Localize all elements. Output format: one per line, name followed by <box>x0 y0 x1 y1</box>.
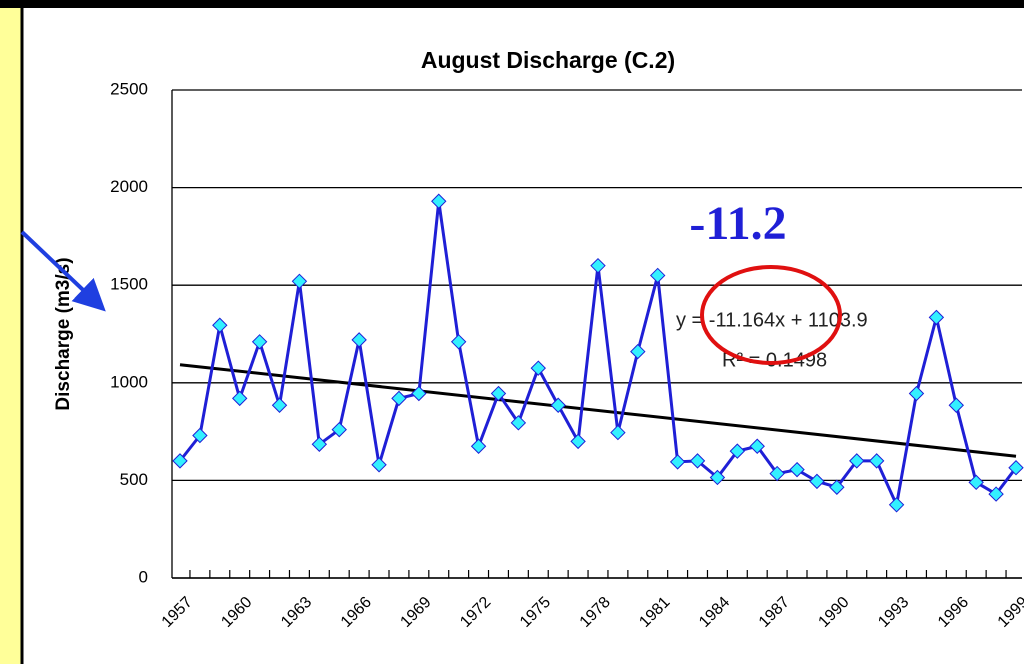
pointer-arrow <box>20 230 106 312</box>
data-point <box>510 415 527 431</box>
y-tick-label: 500 <box>120 470 148 489</box>
data-point <box>391 390 407 407</box>
data-point <box>470 438 487 454</box>
highlight-ellipse <box>700 265 842 365</box>
trend-equation: y = -11.164x + 1103.9 <box>676 309 868 331</box>
annotation: -11.2 <box>689 197 786 250</box>
y-tick-label: 2000 <box>110 177 148 196</box>
data-point <box>729 443 746 459</box>
data-point <box>570 433 586 450</box>
data-point <box>311 436 328 452</box>
data-point <box>689 453 706 469</box>
data-point <box>769 465 785 482</box>
data-point <box>789 461 805 478</box>
data-point <box>829 479 845 495</box>
trend-r2: R² = 0.1498 <box>722 349 827 371</box>
data-point <box>550 397 566 413</box>
data-point <box>530 360 546 376</box>
data-point <box>610 424 626 441</box>
data-point <box>411 385 427 402</box>
data-point <box>371 457 387 473</box>
data-point <box>948 397 964 413</box>
y-tick-label: 2500 <box>110 79 148 98</box>
y-tick-label: 0 <box>139 567 148 586</box>
data-point <box>749 438 765 454</box>
y-tick-label: 1500 <box>110 275 148 294</box>
data-point <box>232 390 248 407</box>
data-point <box>1008 460 1024 476</box>
data-point <box>669 454 686 470</box>
data-point <box>351 332 367 348</box>
chart-title: August Discharge (C.2) <box>421 47 675 73</box>
data-point <box>212 317 228 333</box>
data-point <box>888 497 905 513</box>
trendline <box>179 363 1017 458</box>
y-tick-label: 1000 <box>110 372 148 391</box>
data-point <box>192 427 208 444</box>
y-axis-label: Discharge (m3/s) <box>53 257 74 410</box>
data-point <box>172 453 188 469</box>
data-point <box>331 421 347 438</box>
data-point <box>650 267 666 284</box>
top-bar <box>0 0 1024 8</box>
data-point <box>590 257 606 274</box>
data-point <box>630 343 646 360</box>
data-point <box>291 273 308 290</box>
data-point <box>431 193 447 209</box>
side-strip <box>0 0 22 664</box>
data-point <box>988 486 1004 502</box>
data-point <box>709 469 726 486</box>
data-point <box>849 453 865 469</box>
data-point <box>490 385 507 402</box>
data-point <box>968 474 984 491</box>
data-point <box>271 397 288 413</box>
data-point <box>450 334 467 350</box>
data-point <box>928 309 945 326</box>
data-point <box>908 385 925 402</box>
data-point <box>809 473 825 490</box>
data-point <box>868 453 885 469</box>
data-point <box>251 334 268 350</box>
